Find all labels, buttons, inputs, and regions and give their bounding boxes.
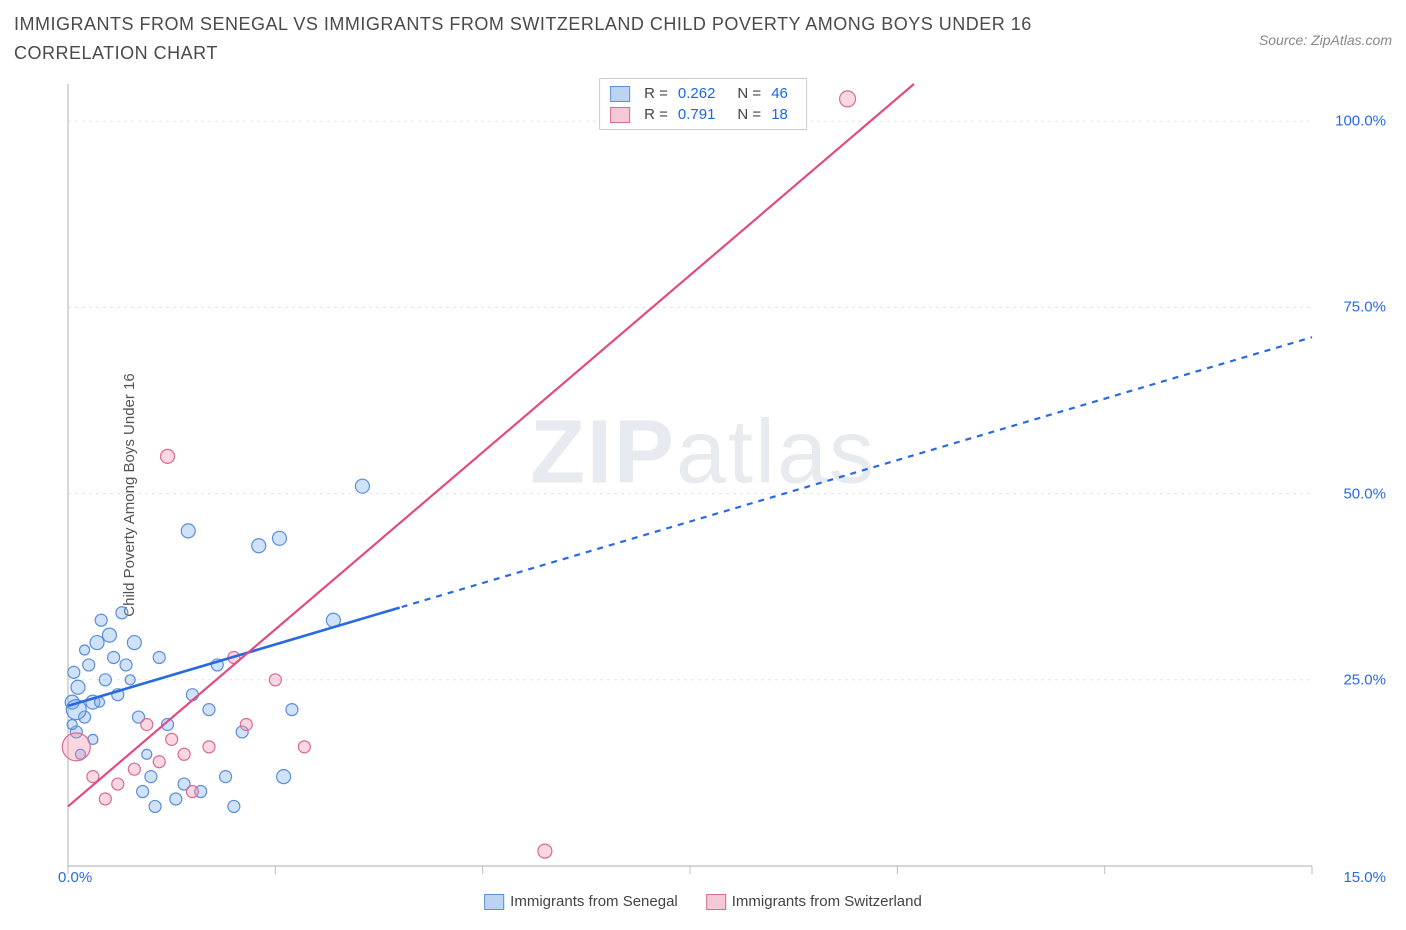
legend-swatch [610,86,630,102]
stat-r-label: R = [644,85,668,102]
stat-n-value: 18 [771,106,788,123]
stat-r-value: 0.262 [678,85,716,102]
legend-label: Immigrants from Switzerland [732,893,922,910]
stats-legend: R = 0.262 N = 46 R = 0.791 N = 18 [599,78,807,130]
chart-area: Child Poverty Among Boys Under 16 ZIPatl… [14,78,1392,912]
y-tick-label: 100.0% [1335,113,1386,130]
legend-label: Immigrants from Senegal [510,893,678,910]
legend-item: Immigrants from Senegal [484,893,678,910]
stat-r-value: 0.791 [678,106,716,123]
x-axis-end-label: 15.0% [1343,869,1386,886]
stat-n-label: N = [737,85,761,102]
scatter-plot [50,78,1392,912]
legend-swatch [706,894,726,910]
y-tick-label: 75.0% [1343,299,1386,316]
legend-item: Immigrants from Switzerland [706,893,922,910]
x-axis-start-label: 0.0% [58,869,92,886]
stats-legend-row: R = 0.791 N = 18 [610,104,796,125]
chart-source: Source: ZipAtlas.com [1259,10,1392,48]
stat-n-value: 46 [771,85,788,102]
legend-swatch [484,894,504,910]
stats-legend-row: R = 0.262 N = 46 [610,83,796,104]
y-tick-label: 25.0% [1343,671,1386,688]
chart-title: IMMIGRANTS FROM SENEGAL VS IMMIGRANTS FR… [14,10,1114,68]
series-legend: Immigrants from Senegal Immigrants from S… [484,893,922,910]
stat-n-label: N = [737,106,761,123]
y-tick-label: 50.0% [1343,485,1386,502]
legend-swatch [610,107,630,123]
stat-r-label: R = [644,106,668,123]
